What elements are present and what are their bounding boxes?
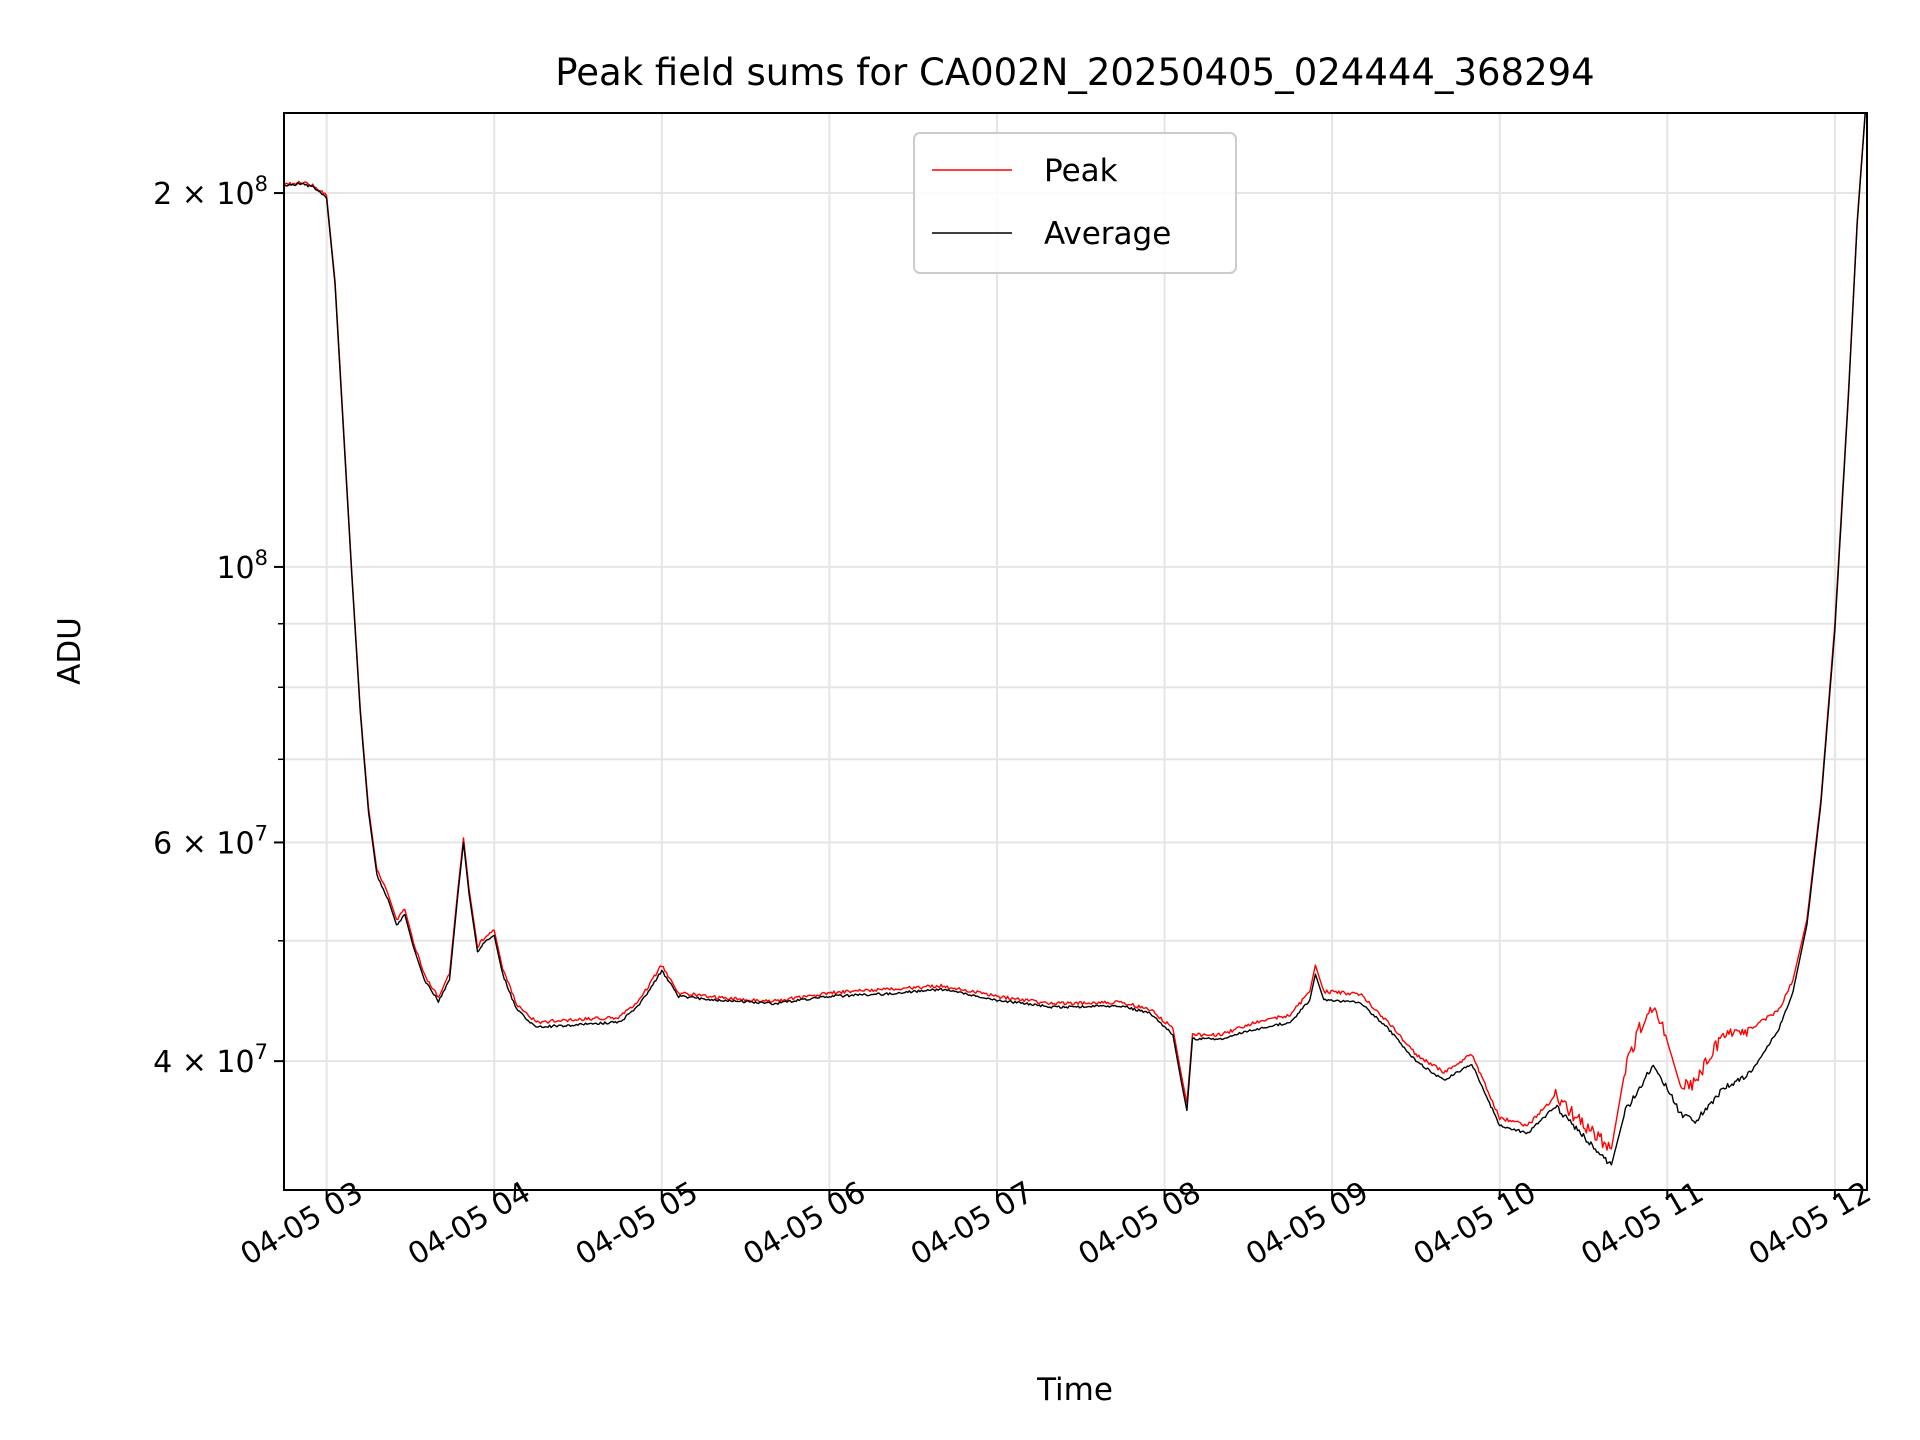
plot-area-frame [283,112,1868,1191]
legend-label-peak: Peak [1044,153,1118,189]
y-tick-label-base: 6 × 10 [153,826,254,861]
y-tick-label-base: 10 [216,551,254,586]
y-tick-label-exponent: 8 [255,172,268,196]
legend-box [913,132,1237,274]
y-tick-label: 6 × 107 [153,821,268,861]
y-axis-label: ADU [52,617,88,685]
chart-title: Peak field sums for CA002N_20250405_0244… [555,51,1594,94]
legend-label-average: Average [1044,216,1171,252]
y-tick-label-base: 4 × 10 [153,1045,254,1080]
legend: Peak Average [913,132,1237,274]
y-tick-label-base: 2 × 10 [153,177,254,212]
y-tick-label-exponent: 7 [255,821,268,845]
y-tick-label-exponent: 7 [255,1040,268,1064]
y-tick-label-exponent: 8 [255,546,268,570]
x-axis-label: Time [1036,1372,1113,1408]
y-tick-label: 2 × 108 [153,172,268,212]
y-tick-label: 108 [216,546,268,586]
series-line-peak [284,113,1866,1151]
y-tick-label: 4 × 107 [153,1040,268,1080]
series-lines [284,113,1866,1166]
series-line-average [284,113,1866,1166]
